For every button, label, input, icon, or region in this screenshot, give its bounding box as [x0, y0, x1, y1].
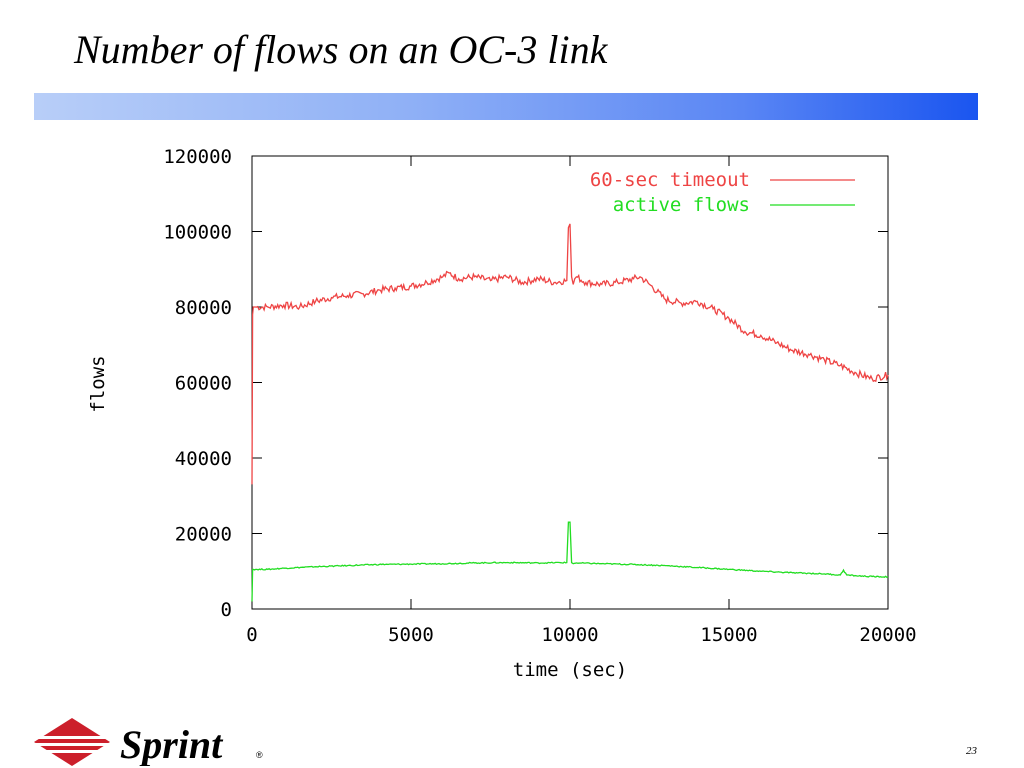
slide-title: Number of flows on an OC-3 link — [74, 27, 608, 72]
y-tick-label: 80000 — [175, 297, 232, 319]
legend-label-0: 60-sec timeout — [590, 169, 750, 191]
x-tick-label: 15000 — [700, 624, 757, 646]
chart-series — [251, 223, 889, 602]
y-tick-label: 0 — [221, 599, 232, 621]
x-axis-label: time (sec) — [513, 659, 627, 681]
series-line-1 — [251, 521, 889, 602]
page-number: 23 — [966, 745, 977, 757]
chart-legend: 60-sec timeout active flows — [590, 169, 855, 216]
x-tick-label: 5000 — [388, 624, 434, 646]
sprint-diamond-icon — [34, 718, 114, 766]
x-tick-label: 10000 — [541, 624, 598, 646]
sprint-logo: Sprint ® — [34, 718, 263, 766]
chart-ticks: 0 5000 10000 15000 20000 0 20000 40000 60000 8000… — [163, 146, 916, 646]
legend-label-1: active flows — [613, 194, 750, 216]
svg-text:®: ® — [256, 750, 263, 760]
y-axis-label: flows — [87, 355, 109, 412]
flows-line-chart: 0 5000 10000 15000 20000 0 20000 40000 60000 8000… — [87, 146, 917, 681]
series-line-0 — [251, 223, 889, 485]
y-tick-label: 40000 — [175, 448, 232, 470]
y-tick-label: 120000 — [163, 146, 232, 168]
x-tick-label: 0 — [246, 624, 257, 646]
y-tick-label: 20000 — [175, 524, 232, 546]
x-tick-label: 20000 — [859, 624, 916, 646]
sprint-logo-text: Sprint — [120, 722, 224, 766]
y-tick-label: 100000 — [163, 222, 232, 244]
title-gradient-bar — [34, 93, 978, 120]
y-tick-label: 60000 — [175, 373, 232, 395]
